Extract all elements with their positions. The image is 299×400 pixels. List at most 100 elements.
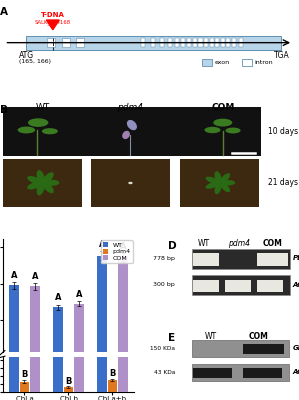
Ellipse shape (225, 128, 241, 134)
Bar (239, 38, 243, 47)
Bar (53, 307, 63, 356)
Bar (108, 355, 117, 356)
Text: A: A (10, 271, 17, 280)
Bar (187, 38, 191, 47)
Bar (97, 0, 107, 392)
Text: A: A (99, 240, 105, 249)
Text: E: E (168, 333, 175, 343)
Ellipse shape (220, 173, 230, 184)
Text: WT: WT (35, 103, 50, 112)
Bar (193, 280, 219, 292)
Bar (9, 286, 19, 356)
Text: 300 bp: 300 bp (153, 282, 175, 287)
Ellipse shape (220, 182, 230, 192)
Bar (193, 38, 197, 47)
Text: T-DNA: T-DNA (41, 12, 65, 18)
Text: A: A (54, 293, 61, 302)
Legend: WT, pdm4, COM: WT, pdm4, COM (101, 240, 133, 263)
Bar (202, 60, 213, 66)
Bar (210, 38, 214, 47)
Bar (168, 38, 172, 47)
Text: A: A (120, 242, 126, 251)
Text: B: B (65, 376, 72, 386)
Ellipse shape (213, 119, 232, 126)
Bar (118, 0, 128, 392)
Text: 150 KDa: 150 KDa (150, 346, 175, 350)
Bar (175, 38, 179, 47)
Text: ACTIN2: ACTIN2 (292, 369, 299, 375)
Polygon shape (46, 20, 59, 30)
Bar (192, 364, 289, 381)
Ellipse shape (206, 177, 219, 184)
Bar (3, 159, 82, 207)
Text: COM: COM (263, 239, 282, 248)
Text: 21 days: 21 days (268, 178, 298, 188)
Ellipse shape (42, 128, 58, 134)
Text: B: B (0, 105, 8, 115)
Text: A: A (32, 272, 38, 280)
Text: A: A (0, 7, 8, 17)
Bar (118, 257, 128, 356)
Text: intron: intron (254, 60, 273, 66)
Text: WT: WT (198, 239, 210, 248)
Ellipse shape (36, 170, 45, 183)
Text: ATG: ATG (19, 51, 34, 60)
Bar (91, 159, 170, 207)
Text: pdm4: pdm4 (118, 103, 144, 112)
Ellipse shape (28, 118, 48, 127)
Bar (20, 355, 29, 356)
Text: COM: COM (248, 332, 268, 341)
Text: SALK_034168: SALK_034168 (35, 19, 71, 25)
Ellipse shape (43, 180, 60, 186)
Bar (257, 280, 283, 292)
Bar (74, 0, 84, 392)
Ellipse shape (18, 126, 35, 134)
Bar (192, 249, 290, 268)
Bar (3, 106, 261, 156)
Bar (160, 38, 164, 47)
Bar (226, 38, 230, 47)
Bar (62, 38, 70, 47)
Ellipse shape (27, 176, 42, 184)
Ellipse shape (128, 182, 133, 184)
Bar (193, 253, 219, 266)
Bar (181, 38, 185, 47)
Bar (257, 253, 288, 266)
Bar (199, 38, 202, 47)
Bar (26, 36, 281, 50)
Bar (192, 340, 289, 357)
Text: B: B (109, 369, 116, 378)
Text: 10 days: 10 days (268, 127, 298, 136)
Text: ACTIN2: ACTIN2 (292, 282, 299, 288)
Text: B: B (21, 370, 28, 380)
Text: D: D (168, 241, 177, 251)
Bar (180, 159, 259, 207)
Text: pdm4: pdm4 (228, 239, 250, 248)
Text: GFP: GFP (292, 345, 299, 351)
Bar (30, 286, 40, 356)
Text: PDM4: PDM4 (292, 255, 299, 261)
Ellipse shape (36, 182, 45, 195)
Bar (242, 60, 252, 66)
Bar (243, 368, 282, 378)
Text: A: A (76, 290, 82, 299)
Ellipse shape (122, 131, 130, 139)
Ellipse shape (127, 120, 137, 130)
Ellipse shape (42, 182, 54, 193)
Bar (53, 0, 63, 392)
Bar (215, 38, 219, 47)
Text: exon: exon (215, 60, 230, 66)
Ellipse shape (42, 172, 54, 184)
Bar (141, 38, 145, 47)
Bar (30, 0, 40, 392)
Text: 778 bp: 778 bp (153, 256, 175, 260)
Bar (74, 304, 84, 356)
Ellipse shape (214, 182, 222, 194)
Bar (64, 387, 73, 392)
Bar (243, 344, 284, 354)
Bar (108, 380, 117, 392)
Bar (192, 276, 290, 295)
Bar (221, 38, 225, 47)
Ellipse shape (214, 171, 222, 183)
Text: 43 KDa: 43 KDa (154, 370, 175, 375)
